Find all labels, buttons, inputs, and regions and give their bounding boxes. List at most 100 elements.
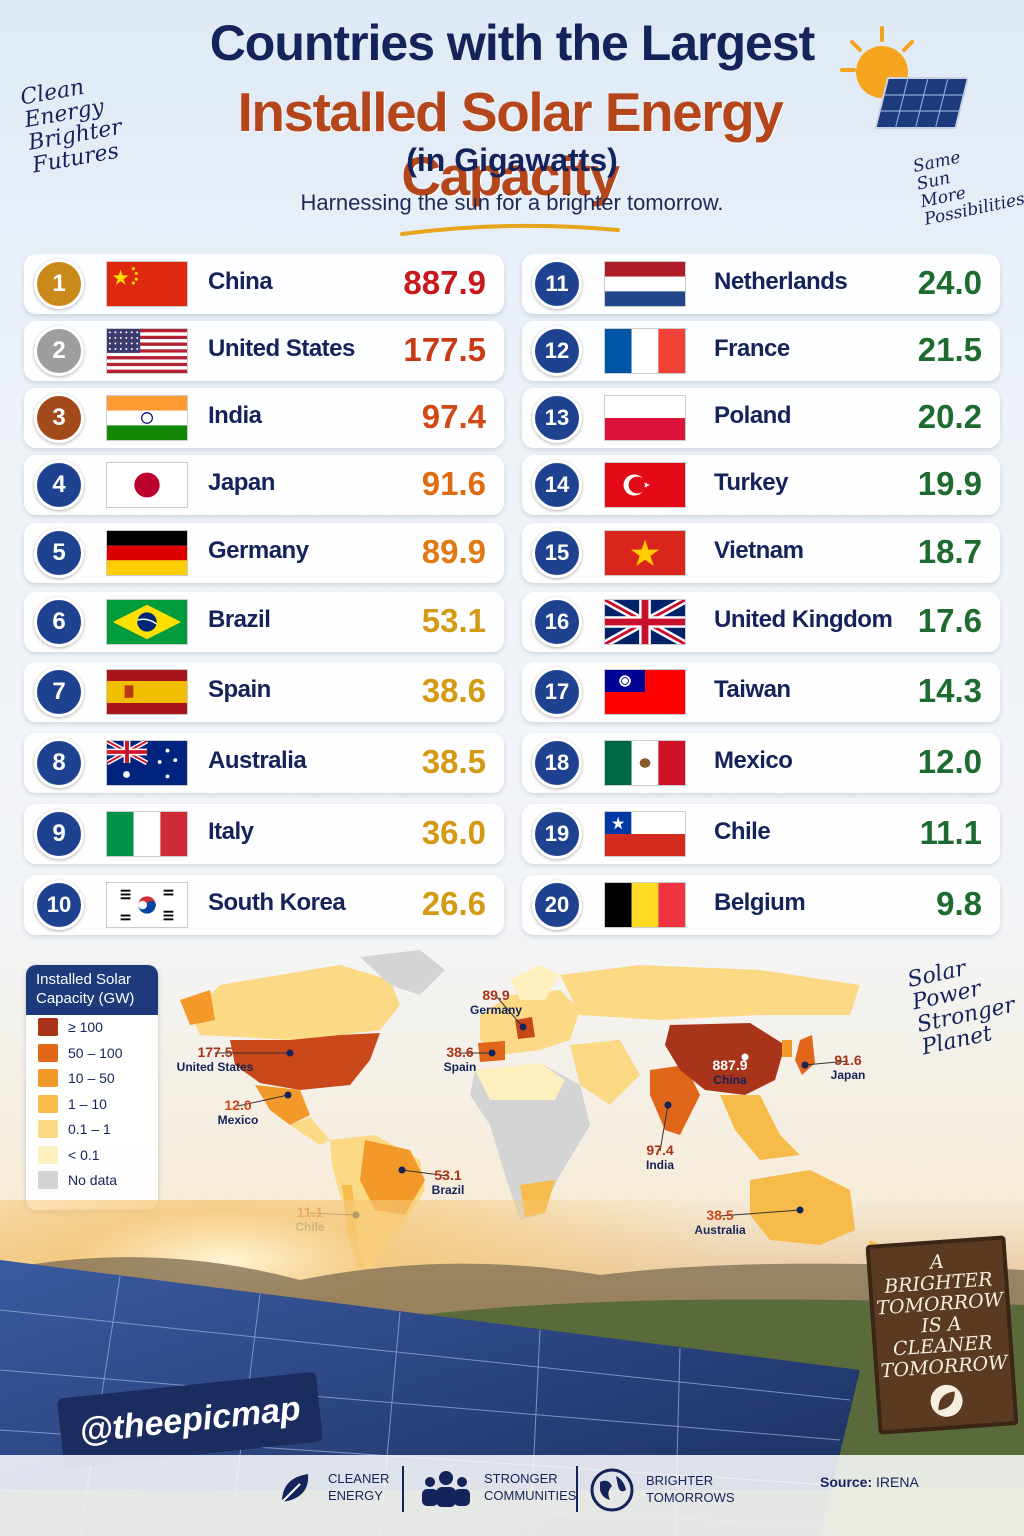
handwritten-note-map: Solar Power Stronger Planet — [905, 956, 1018, 1061]
map-marker — [286, 1049, 294, 1057]
title-line-1: Countries with the Largest — [209, 15, 816, 71]
rank-badge: 15 — [532, 528, 582, 578]
country-name: France — [714, 335, 790, 362]
rank-badge: 12 — [532, 326, 582, 376]
map-label-value: 91.6 — [834, 1052, 861, 1068]
map-korea — [782, 1040, 792, 1057]
legend-swatch — [38, 1094, 58, 1113]
legend-label: ≥ 100 — [68, 1019, 103, 1036]
flag-netherlands-icon — [604, 261, 686, 307]
map-label-name: China — [713, 1073, 747, 1087]
capacity-value: 20.2 — [917, 398, 982, 435]
map-marker — [284, 1091, 292, 1099]
map-label-name: Germany — [470, 1003, 522, 1017]
rank-badge: 1 — [34, 259, 84, 309]
map-label-value: 887.9 — [712, 1057, 747, 1073]
globe-icon — [590, 1468, 634, 1512]
map-legend: Installed Solar Capacity (GW) ≥ 100 50 – … — [26, 965, 158, 1210]
map-canada — [190, 965, 400, 1040]
table-row: 10 South Korea 26.6 — [24, 875, 504, 935]
table-row: 12 France 21.5 — [522, 321, 1000, 381]
wooden-sign: A BRIGHTER TOMORROW IS A CLEANER TOMORROW — [865, 1235, 1019, 1435]
map-usa — [230, 1033, 380, 1090]
map-north-africa — [475, 1063, 565, 1100]
map-central-america — [290, 1117, 330, 1145]
capacity-value: 21.5 — [917, 331, 982, 368]
table-row: 19 Chile 11.1 — [522, 804, 1000, 864]
footer-item-stronger-communities: STRONGER COMMUNITIES — [420, 1468, 576, 1508]
capacity-value: 38.5 — [421, 743, 486, 780]
map-label-name: Mexico — [218, 1113, 259, 1127]
capacity-value: 14.3 — [917, 672, 982, 709]
country-name: Spain — [208, 676, 271, 703]
table-row: 13 Poland 20.2 — [522, 388, 1000, 448]
map-marker — [801, 1061, 809, 1069]
flag-china-icon — [106, 261, 188, 307]
capacity-value: 18.7 — [917, 533, 982, 570]
table-row: 16 United Kingdom 17.6 — [522, 592, 1000, 652]
leader-line — [495, 995, 524, 1028]
map-japan — [795, 1035, 815, 1075]
leader-line — [401, 1169, 449, 1177]
map-label-value: 97.4 — [646, 1142, 673, 1158]
table-row: 18 Mexico 12.0 — [522, 733, 1000, 793]
capacity-value: 91.6 — [421, 465, 486, 502]
table-row: 3 India 97.4 — [24, 388, 504, 448]
title-line-3: (in Gigawatts) — [406, 142, 618, 178]
rank-badge: 10 — [34, 880, 84, 930]
country-name: Turkey — [714, 469, 788, 496]
table-row: 7 Spain 38.6 — [24, 662, 504, 722]
legend-swatch — [38, 1145, 58, 1164]
country-name: Chile — [714, 818, 771, 845]
map-middle-east — [570, 1040, 640, 1105]
legend-swatch — [38, 1018, 58, 1037]
legend-title: Installed Solar Capacity (GW) — [26, 965, 158, 1015]
map-africa — [470, 1063, 590, 1220]
source-note: Source: IRENA — [820, 1474, 919, 1490]
subtitle: Harnessing the sun for a brighter tomorr… — [300, 190, 724, 215]
table-row: 2 United States 177.5 — [24, 321, 504, 381]
flag-france-icon — [604, 328, 686, 374]
capacity-value: 887.9 — [403, 264, 486, 301]
capacity-value: 89.9 — [421, 533, 486, 570]
capacity-value: 26.6 — [421, 885, 486, 922]
country-name: China — [208, 268, 273, 295]
legend-label: 10 – 50 — [68, 1070, 115, 1087]
table-row: 15 Vietnam 18.7 — [522, 523, 1000, 583]
capacity-value: 24.0 — [917, 264, 982, 301]
map-india — [650, 1065, 700, 1135]
legend-swatch — [38, 1043, 58, 1062]
map-mexico — [255, 1085, 310, 1125]
table-row: 5 Germany 89.9 — [24, 523, 504, 583]
capacity-value: 12.0 — [917, 743, 982, 780]
map-label-name: Brazil — [432, 1183, 465, 1197]
capacity-value: 11.1 — [919, 814, 982, 851]
footer-item-brighter-tomorrows: BRIGHTER TOMORROWS — [590, 1468, 735, 1512]
rank-badge: 17 — [532, 667, 582, 717]
map-label-value: 177.5 — [197, 1044, 232, 1060]
country-name: Italy — [208, 818, 254, 845]
country-name: India — [208, 402, 262, 429]
rank-badge: 6 — [34, 597, 84, 647]
footer-item-cleaner-energy: CLEANER ENERGY — [276, 1468, 389, 1508]
map-label-name: United States — [177, 1060, 254, 1074]
country-name: Japan — [208, 469, 275, 496]
legend-item: 0.1 – 1 — [26, 1117, 158, 1143]
legend-item: 1 – 10 — [26, 1091, 158, 1117]
map-marker — [519, 1023, 527, 1031]
map-label-value: 12.0 — [224, 1097, 251, 1113]
map-china — [665, 1023, 785, 1095]
flag-italy-icon — [106, 811, 188, 857]
map-marker — [664, 1101, 672, 1109]
legend-swatch — [38, 1171, 58, 1190]
map-brazil — [360, 1140, 425, 1215]
rank-badge: 19 — [532, 809, 582, 859]
map-marker — [488, 1049, 496, 1057]
map-alaska — [180, 990, 215, 1025]
rank-badge: 3 — [34, 393, 84, 443]
